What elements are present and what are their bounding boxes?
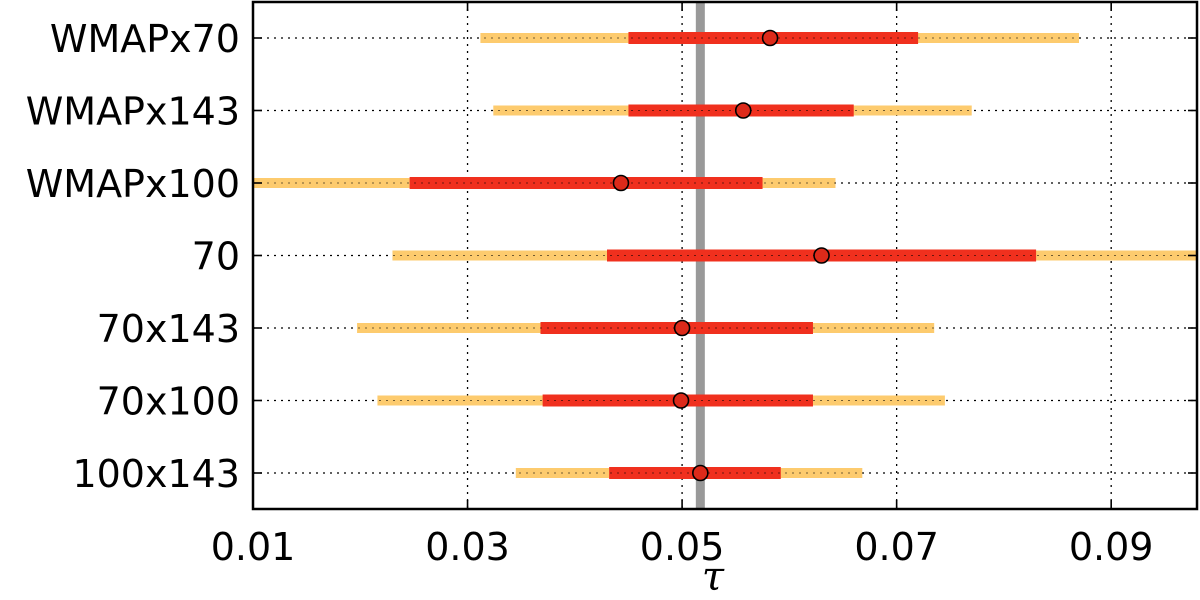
inner-interval-bar	[409, 177, 763, 189]
x-tick-label: 0.03	[425, 525, 510, 569]
x-tick-label: 0.09	[1069, 525, 1154, 569]
y-tick-label: 70	[192, 235, 240, 279]
y-tick-label: 100x143	[72, 452, 240, 496]
y-tick-labels: WMAPx70 WMAPx143 WMAPx100 70 70x143 70x100 100…	[26, 17, 240, 496]
data-point-marker	[612, 174, 630, 192]
data-point-marker	[673, 319, 691, 337]
x-axis-label: τ	[702, 554, 725, 600]
x-tick-labels: 0.01 0.03 0.05 0.07 0.09	[211, 525, 1154, 569]
markers	[612, 29, 830, 482]
y-tick-label: WMAPx100	[26, 162, 240, 206]
axis-ticks	[252, 2, 1197, 509]
data-point-marker	[734, 102, 752, 119]
data-point-marker	[761, 29, 779, 47]
y-tick-label: 70x143	[97, 307, 240, 351]
x-tick-label: 0.07	[854, 525, 939, 569]
x-tick-label: 0.05	[640, 525, 725, 569]
x-tick-label: 0.01	[211, 525, 296, 569]
y-tick-label: WMAPx143	[26, 90, 240, 134]
y-tick-label: WMAPx70	[50, 17, 240, 61]
data-point-marker	[692, 464, 709, 482]
interval-bars	[253, 32, 1197, 479]
data-point-marker	[813, 247, 830, 264]
data-point-marker	[672, 392, 690, 409]
y-tick-label: 70x100	[97, 380, 240, 424]
